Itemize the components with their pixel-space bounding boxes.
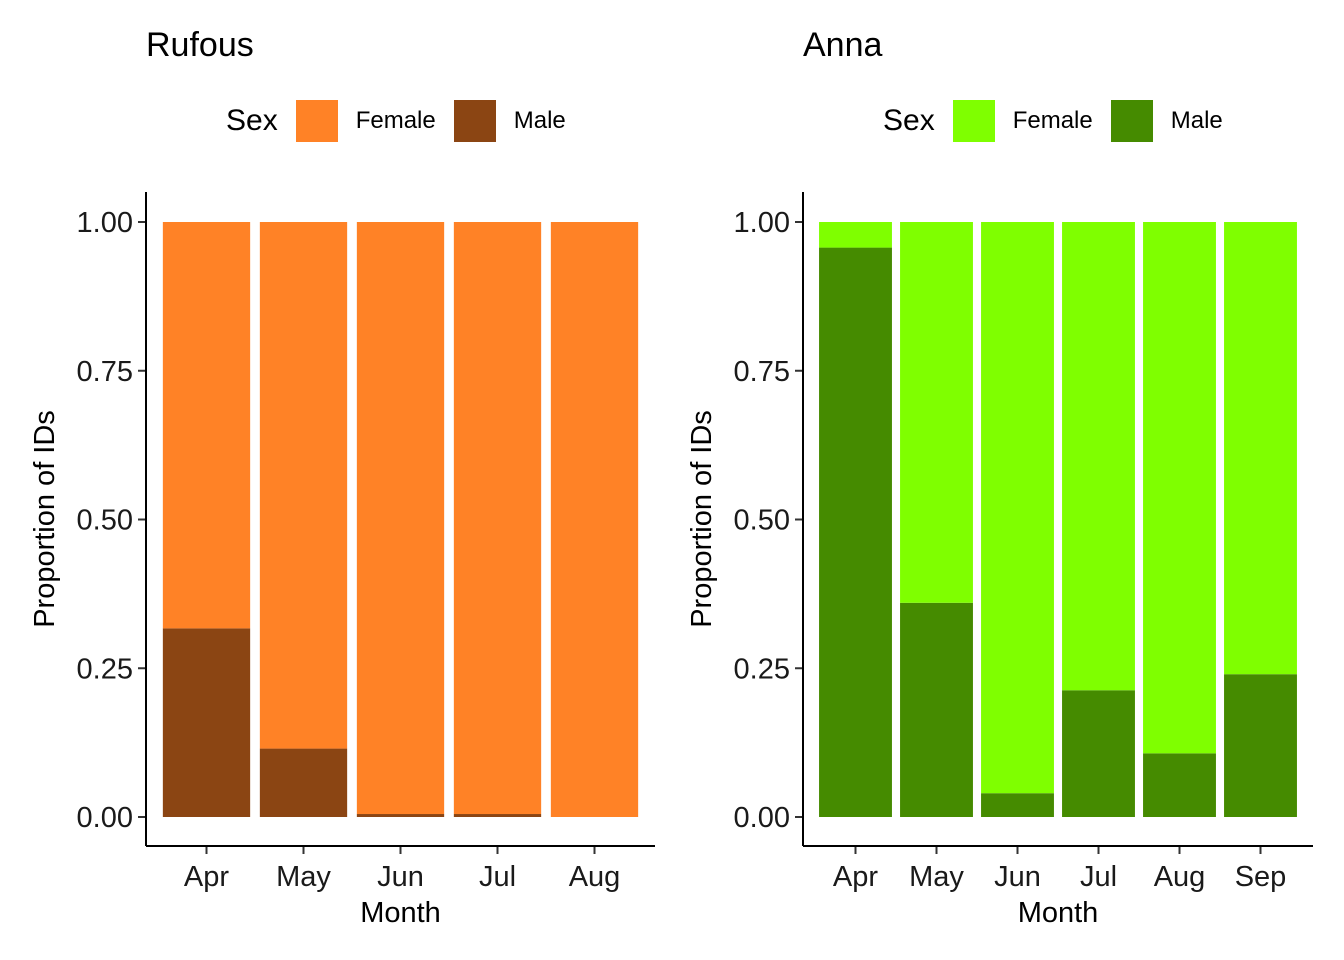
legend-key-male [1110,100,1153,142]
bar-male-apr [819,247,892,818]
y-tick-label: 0.50 [734,505,790,537]
y-axis-title: Proportion of IDs [686,410,718,628]
x-tick-label: Sep [1235,861,1287,893]
bar-female-may [900,222,973,603]
x-axis-title: Month [360,897,441,929]
bar-male-may [900,602,973,817]
legend-item-male: Male [453,100,566,142]
x-tick-label: Jul [479,861,516,893]
bar-male-jul [453,814,542,817]
legend-label-male: Male [1170,107,1223,134]
bar-male-may [259,748,348,817]
chart-title: Anna [803,26,883,64]
x-tick-label: May [276,861,331,893]
y-tick-label: 0.75 [77,356,133,388]
chart-title: Rufous [146,26,254,64]
bar-male-jul [1062,690,1135,817]
bar-male-jun [981,793,1054,817]
legend-key-male [453,100,496,142]
x-tick-label: Jun [377,861,424,893]
legend: Sex Female Male [226,99,584,143]
bar-female-aug [1143,222,1216,754]
x-tick-label: May [909,861,964,893]
bar-male-aug [1143,753,1216,817]
y-tick-label: 1.00 [77,207,133,239]
legend-item-male: Male [1110,100,1223,142]
x-tick-label: Aug [569,861,621,893]
x-axis-title: Month [1018,897,1099,929]
x-tick-label: Apr [184,861,229,893]
y-tick-label: 0.75 [734,356,790,388]
y-tick-label: 1.00 [734,207,790,239]
legend-key-female [952,100,995,142]
anna-panel: Anna Sex Female Male Apr May Jun Jul Aug Sep 0… [660,0,1320,960]
legend-label-female: Female [1012,107,1093,134]
bar-female-sep [1224,222,1297,675]
bar-male-jun [356,814,445,817]
bar-female-jun [356,222,445,815]
x-tick-label: Apr [833,861,878,893]
bar-female-jun [981,222,1054,794]
rufous-panel: Rufous Sex Female Male Apr May Jun Jul Aug 0.… [0,0,660,960]
bar-female-may [259,222,348,749]
bar-male-apr [162,628,251,817]
bar-female-jul [453,222,542,815]
rufous-plot: Apr May Jun Jul Aug 0.00 0.25 0.50 0.75 1.00 Month… [29,192,655,929]
bar-female-aug [550,222,639,817]
legend-label-male: Male [513,107,566,134]
x-tick-label: Aug [1154,861,1206,893]
y-tick-label: 0.25 [77,653,133,685]
bar-female-jul [1062,222,1135,691]
x-tick-label: Jun [994,861,1041,893]
y-tick-label: 0.50 [77,505,133,537]
legend-title: Sex [883,104,935,137]
legend-title: Sex [226,104,278,137]
legend-key-female [295,100,338,142]
legend-label-female: Female [355,107,436,134]
y-tick-label: 0.00 [734,802,790,834]
anna-plot: Apr May Jun Jul Aug Sep 0.00 0.25 0.50 0.75 1.00 Mo… [686,192,1313,929]
y-axis-title: Proportion of IDs [29,410,61,628]
y-tick-label: 0.25 [734,653,790,685]
x-tick-label: Jul [1080,861,1117,893]
bar-female-apr [162,222,251,629]
legend-item-female: Female [295,100,436,142]
y-tick-label: 0.00 [77,802,133,834]
legend-item-female: Female [952,100,1093,142]
bar-female-apr [819,222,892,248]
legend: Sex Female Male [883,99,1241,143]
bar-male-sep [1224,674,1297,817]
